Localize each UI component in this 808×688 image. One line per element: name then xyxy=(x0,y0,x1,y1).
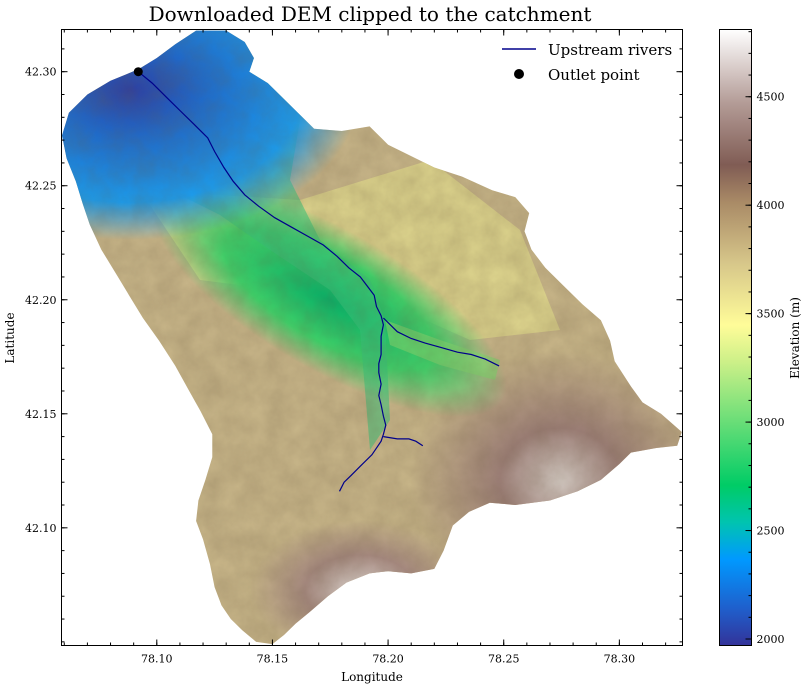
colorbar-ticks: 2000 2500 3000 3500 4000 4500 xyxy=(745,31,785,646)
y-tick-label: 42.10 xyxy=(25,522,57,535)
plot-frame xyxy=(61,29,683,646)
x-tick-label: 78.20 xyxy=(372,653,404,666)
chart-title: Downloaded DEM clipped to the catchment xyxy=(149,2,592,26)
plot-area: 78.10 78.15 78.20 78.25 78.30 42.10 42.15 42.2… xyxy=(3,29,683,684)
y-tick-label: 42.20 xyxy=(25,294,57,307)
colorbar-tick-label: 4000 xyxy=(757,199,785,212)
colorbar-tick-label: 3500 xyxy=(757,308,785,321)
colorbar: 2000 2500 3000 3500 4000 4500 Elevation (m) xyxy=(719,29,802,646)
colorbar-gradient xyxy=(719,29,752,646)
river-segment-2 xyxy=(383,436,424,447)
y-axis-label: Latitude xyxy=(3,312,17,363)
x-tick-label: 78.10 xyxy=(141,653,173,666)
colorbar-tick-label: 2000 xyxy=(757,633,785,646)
dem-raster xyxy=(62,30,682,645)
y-tick-label: 42.30 xyxy=(25,66,57,79)
upstream-rivers xyxy=(137,71,500,492)
colorbar-label: Elevation (m) xyxy=(788,297,802,379)
legend-outlet-label: Outlet point xyxy=(548,66,640,84)
river-segment-1 xyxy=(382,317,500,367)
colorbar-tick-label: 2500 xyxy=(757,525,785,538)
legend-river-label: Upstream rivers xyxy=(548,41,672,59)
colorbar-tick-label: 4500 xyxy=(757,91,785,104)
y-tick-label: 42.25 xyxy=(25,180,57,193)
y-axis: 42.10 42.15 42.20 42.25 42.30 xyxy=(25,48,683,643)
outlet-point-layer xyxy=(133,67,143,77)
colorbar-tick-label: 3000 xyxy=(757,416,785,429)
outlet-point-marker xyxy=(133,67,143,77)
legend: Upstream rivers Outlet point xyxy=(502,41,672,84)
x-tick-label: 78.25 xyxy=(488,653,520,666)
x-tick-label: 78.30 xyxy=(604,653,636,666)
x-axis-label: Longitude xyxy=(341,670,403,684)
x-tick-label: 78.15 xyxy=(257,653,289,666)
y-tick-label: 42.15 xyxy=(25,408,57,421)
x-axis: 78.10 78.15 78.20 78.25 78.30 xyxy=(63,29,667,666)
river-segment-0 xyxy=(137,71,387,492)
legend-outlet-swatch xyxy=(514,69,524,79)
